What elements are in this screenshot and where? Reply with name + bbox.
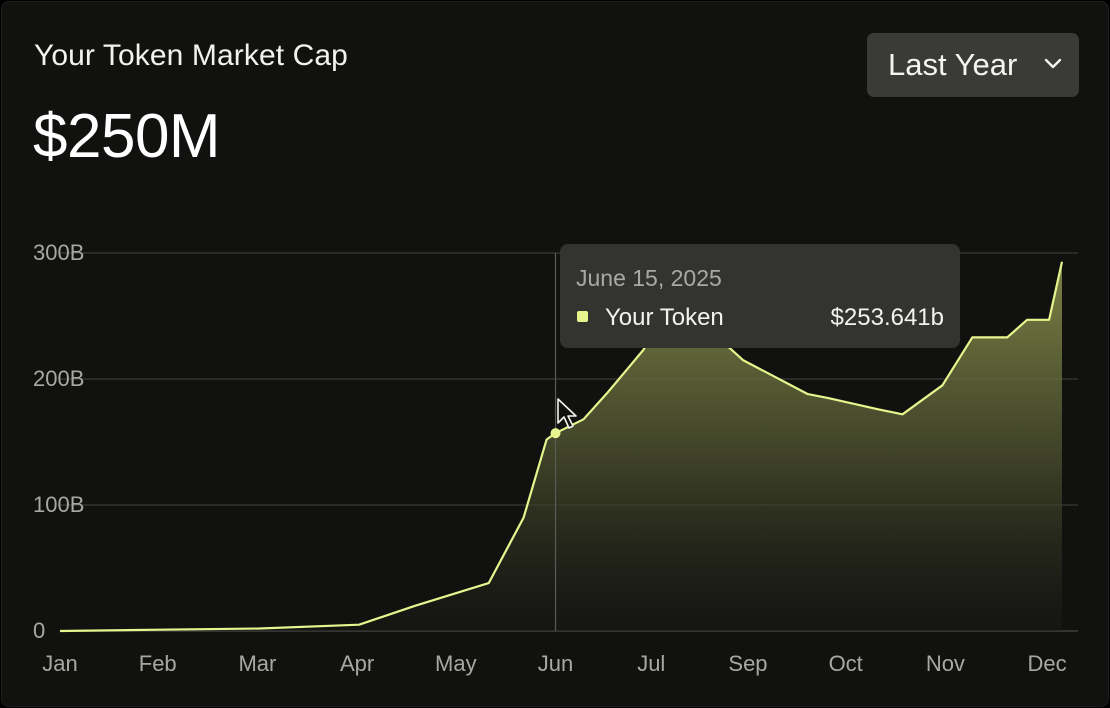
x-tick-label: May	[435, 651, 477, 676]
x-tick-label: Dec	[1028, 651, 1067, 676]
x-tick-label: Apr	[340, 651, 374, 676]
y-tick-label: 300B	[33, 240, 84, 265]
x-tick-label: Sep	[728, 651, 767, 676]
tooltip-date: June 15, 2025	[576, 265, 722, 291]
y-tick-label: 200B	[33, 366, 84, 391]
mouse-cursor-icon	[557, 398, 577, 429]
x-tick-label: Jun	[538, 651, 573, 676]
time-range-dropdown[interactable]: Last Year	[867, 33, 1079, 97]
x-tick-label: Mar	[238, 651, 276, 676]
x-tick-label: Nov	[926, 651, 965, 676]
tooltip-series-name: Your Token	[605, 304, 724, 331]
y-tick-label: 0	[33, 618, 45, 643]
y-tick-label: 100B	[33, 492, 84, 517]
market-cap-value: $250M	[33, 102, 221, 171]
chart-tooltip: June 15, 2025 Your Token $253.641b	[560, 244, 960, 348]
card-title: Your Token Market Cap	[34, 39, 348, 72]
x-tick-label: Jul	[637, 651, 665, 676]
chevron-down-icon	[1044, 58, 1062, 69]
x-tick-label: Jan	[42, 651, 77, 676]
series-swatch	[577, 311, 588, 322]
x-tick-label: Feb	[139, 651, 177, 676]
time-range-label: Last Year	[888, 47, 1018, 82]
x-tick-label: Oct	[829, 651, 863, 676]
hover-point	[550, 428, 561, 439]
tooltip-value: $253.641b	[830, 304, 944, 331]
area-fill	[60, 261, 1062, 631]
